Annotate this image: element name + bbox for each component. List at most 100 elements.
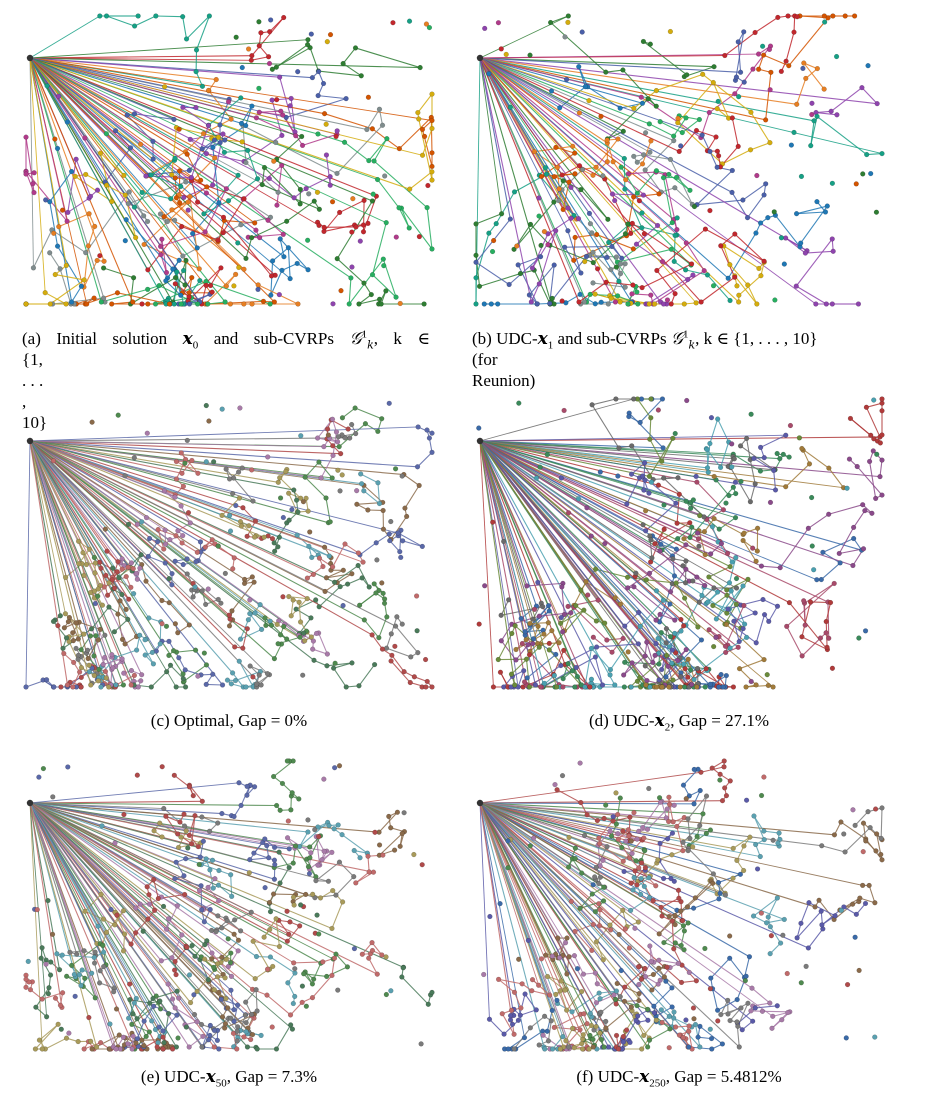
route-edge: [479, 802, 668, 840]
customer-node: [239, 64, 245, 71]
route-edge: [276, 44, 308, 68]
route-edge: [217, 545, 235, 559]
customer-node: [91, 554, 97, 561]
customer-node: [145, 553, 151, 560]
route-edge: [41, 992, 63, 1000]
route-edge: [608, 223, 630, 243]
customer-node: [387, 538, 393, 544]
route-edge: [628, 171, 657, 175]
customer-node: [339, 415, 346, 421]
customer-node: [324, 426, 331, 432]
caption-a-set-sup: 1: [361, 328, 368, 341]
customer-node: [288, 613, 294, 619]
customer-node: [117, 598, 123, 604]
customer-node: [784, 623, 790, 629]
customer-node: [219, 1014, 226, 1020]
customer-node: [39, 1046, 45, 1052]
customer-node: [732, 515, 739, 521]
customer-node: [836, 550, 842, 557]
route-edge: [331, 901, 344, 929]
customer-node: [401, 669, 407, 675]
customer-node: [247, 857, 253, 863]
customer-node: [741, 29, 747, 35]
customer-node: [237, 519, 244, 525]
customer-node: [661, 475, 667, 481]
route-edge: [324, 113, 373, 130]
customer-node: [748, 109, 754, 115]
route-edge: [869, 461, 877, 499]
customer-node: [192, 953, 198, 959]
customer-node: [170, 1046, 176, 1052]
customer-node: [334, 128, 340, 134]
customer-node: [86, 669, 93, 675]
route-edge: [720, 441, 730, 468]
route-edge: [761, 565, 781, 569]
customer-node: [535, 623, 541, 629]
customer-node: [145, 301, 151, 307]
route-edge: [29, 802, 164, 809]
customer-node: [335, 822, 341, 828]
customer-node: [82, 135, 88, 141]
route-edge: [58, 213, 90, 228]
customer-node: [288, 807, 294, 813]
route-edge: [29, 57, 175, 120]
route-edge: [592, 161, 608, 176]
customer-node: [358, 73, 364, 79]
route-plot-f: [476, 758, 885, 1052]
customer-node: [670, 556, 676, 562]
customer-node: [173, 859, 179, 865]
customer-node: [321, 848, 327, 854]
customer-node: [623, 177, 629, 183]
customer-node: [215, 543, 221, 549]
customer-node: [822, 19, 828, 25]
customer-node: [202, 229, 208, 235]
customer-node: [32, 1046, 39, 1052]
customer-node: [249, 1011, 255, 1018]
customer-node: [243, 159, 249, 166]
customer-node: [139, 519, 145, 525]
customer-node: [528, 299, 534, 305]
customer-node: [411, 674, 417, 680]
route-edge: [25, 137, 34, 184]
customer-node: [407, 679, 413, 686]
customer-node: [811, 567, 817, 573]
customer-node: [43, 677, 50, 683]
route-edge: [157, 529, 177, 537]
customer-node: [562, 244, 568, 250]
customer-node: [546, 640, 552, 646]
customer-node: [280, 112, 286, 118]
customer-node: [673, 500, 679, 506]
customer-node: [668, 246, 674, 252]
customer-node: [586, 98, 592, 104]
route-edge: [417, 451, 433, 468]
customer-node: [638, 94, 644, 100]
route-edge: [232, 493, 254, 502]
customer-node: [616, 445, 622, 451]
customer-node: [294, 260, 300, 267]
customer-node: [753, 640, 759, 646]
customer-node: [144, 884, 150, 890]
customer-node: [588, 676, 595, 682]
route-edge: [565, 293, 581, 304]
customer-node: [685, 674, 691, 680]
route-edge: [188, 277, 193, 293]
customer-node: [809, 111, 815, 118]
customer-node: [165, 981, 171, 987]
customer-node: [664, 297, 671, 303]
customer-node: [717, 464, 724, 471]
customer-node: [336, 859, 343, 865]
customer-node: [614, 293, 621, 299]
customer-node: [210, 144, 216, 151]
customer-node: [109, 198, 115, 205]
customer-node: [291, 960, 297, 966]
customer-node: [609, 649, 615, 655]
customer-node: [235, 240, 241, 246]
customer-node: [171, 301, 177, 307]
customer-node: [243, 684, 249, 690]
customer-node: [215, 913, 221, 919]
route-edge: [659, 603, 671, 623]
customer-node: [297, 634, 303, 640]
customer-node: [113, 1046, 119, 1052]
route-edge: [479, 440, 699, 628]
route-lines: [25, 15, 433, 305]
